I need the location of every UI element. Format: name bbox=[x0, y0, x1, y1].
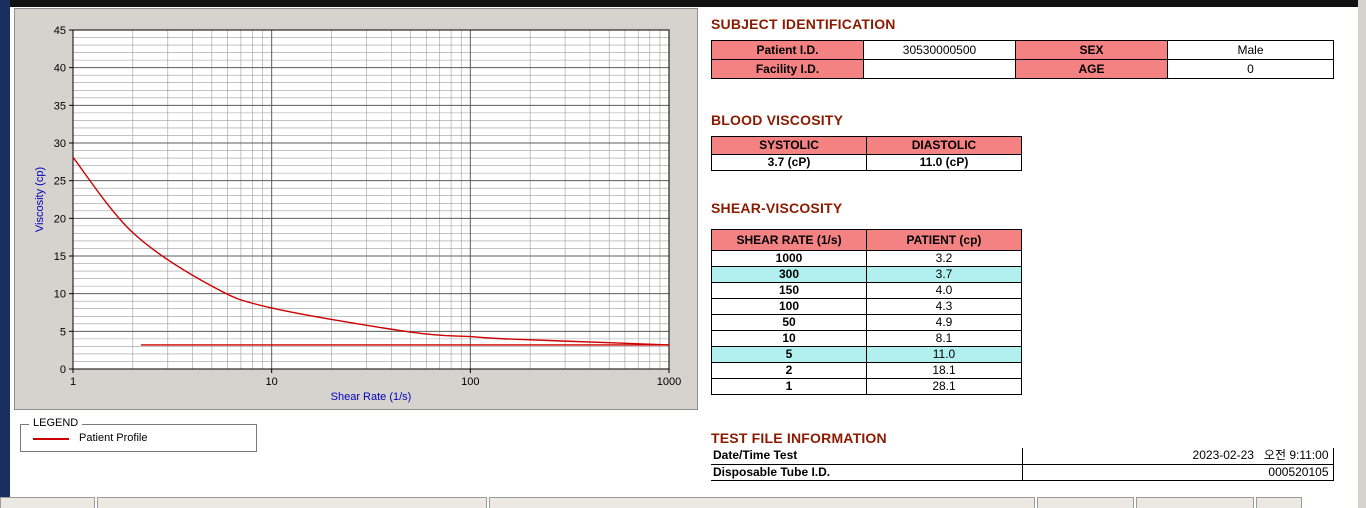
bottom-partial-button-2[interactable] bbox=[97, 497, 487, 508]
svg-text:5: 5 bbox=[60, 326, 66, 338]
svg-text:25: 25 bbox=[54, 176, 66, 188]
svg-text:35: 35 bbox=[54, 100, 66, 112]
table-row: Date/Time Test 2023-02-23 오전 9:11:00 bbox=[711, 448, 1334, 465]
patient-cp-cell: 4.9 bbox=[866, 314, 1022, 331]
shear-rate-cell: 10 bbox=[711, 330, 867, 347]
blood-viscosity-table: SYSTOLIC DIASTOLIC 3.7 (cP) 11.0 (cP) bbox=[711, 136, 1022, 171]
shear-rate-cell: 100 bbox=[711, 298, 867, 315]
patient-cp-cell: 8.1 bbox=[866, 330, 1022, 347]
patient-cp-cell: 11.0 bbox=[866, 346, 1022, 363]
sex-label: SEX bbox=[1015, 40, 1168, 60]
legend-entry-label: Patient Profile bbox=[79, 432, 148, 444]
shear-rate-header: SHEAR RATE (1/s) bbox=[711, 229, 867, 251]
table-row: 1 28.1 bbox=[711, 378, 1022, 395]
viscosity-chart-panel: 0 5 10 15 20 25 30 35 40 45 1 10 100 1000 Shear Rate (… bbox=[14, 8, 698, 410]
patient-cp-cell: 4.0 bbox=[866, 282, 1022, 299]
table-row: 300 3.7 bbox=[711, 266, 1022, 283]
age-label: AGE bbox=[1015, 59, 1168, 79]
table-row: 50 4.9 bbox=[711, 314, 1022, 331]
table-row: SYSTOLIC DIASTOLIC bbox=[711, 136, 1022, 155]
patient-cp-cell: 4.3 bbox=[866, 298, 1022, 315]
patient-cp-cell: 3.2 bbox=[866, 250, 1022, 267]
svg-text:20: 20 bbox=[54, 213, 66, 225]
blood-viscosity-heading: BLOOD VISCOSITY bbox=[711, 112, 844, 128]
shear-rate-cell: 2 bbox=[711, 362, 867, 379]
systolic-header: SYSTOLIC bbox=[711, 136, 867, 155]
diastolic-value: 11.0 (cP) bbox=[866, 154, 1022, 171]
table-row: 10 8.1 bbox=[711, 330, 1022, 347]
shear-rate-cell: 50 bbox=[711, 314, 867, 331]
viscosity-chart: 0 5 10 15 20 25 30 35 40 45 1 10 100 1000 Shear Rate (… bbox=[34, 25, 681, 403]
shear-viscosity-table: SHEAR RATE (1/s) PATIENT (cp) 1000 3.2 3… bbox=[711, 229, 1022, 395]
legend-line-sample bbox=[33, 438, 69, 440]
svg-text:45: 45 bbox=[54, 25, 66, 37]
systolic-value: 3.7 (cP) bbox=[711, 154, 867, 171]
facility-id-label: Facility I.D. bbox=[711, 59, 864, 79]
facility-id-value bbox=[863, 59, 1016, 79]
svg-text:10: 10 bbox=[266, 376, 278, 388]
age-value: 0 bbox=[1167, 59, 1334, 79]
table-row: 100 4.3 bbox=[711, 298, 1022, 315]
window-right-edge bbox=[1358, 0, 1366, 508]
svg-text:15: 15 bbox=[54, 251, 66, 263]
window-left-edge bbox=[0, 0, 10, 497]
patient-cp-cell: 28.1 bbox=[866, 378, 1022, 395]
svg-text:1: 1 bbox=[70, 376, 76, 388]
patient-cp-cell: 3.7 bbox=[866, 266, 1022, 283]
bottom-partial-button-4[interactable] bbox=[1037, 497, 1134, 508]
bottom-partial-button-6[interactable] bbox=[1256, 497, 1302, 508]
test-file-information-heading: TEST FILE INFORMATION bbox=[711, 430, 887, 446]
bottom-partial-button-1[interactable] bbox=[0, 497, 95, 508]
date-time-test-label: Date/Time Test bbox=[711, 448, 1022, 465]
table-row: 1000 3.2 bbox=[711, 250, 1022, 267]
test-file-information-table: Date/Time Test 2023-02-23 오전 9:11:00 Dis… bbox=[711, 448, 1334, 481]
svg-text:100: 100 bbox=[461, 376, 479, 388]
legend-title: LEGEND bbox=[29, 417, 83, 429]
svg-text:10: 10 bbox=[54, 289, 66, 301]
table-row: Facility I.D. AGE 0 bbox=[711, 59, 1334, 79]
table-row: 2 18.1 bbox=[711, 362, 1022, 379]
svg-text:40: 40 bbox=[54, 63, 66, 75]
chart-legend-box: LEGEND Patient Profile bbox=[20, 417, 257, 452]
shear-rate-cell: 5 bbox=[711, 346, 867, 363]
patient-id-label: Patient I.D. bbox=[711, 40, 864, 60]
shear-rate-cell: 1000 bbox=[711, 250, 867, 267]
svg-text:0: 0 bbox=[60, 364, 66, 376]
svg-text:30: 30 bbox=[54, 138, 66, 150]
bottom-partial-button-3[interactable] bbox=[489, 497, 1035, 508]
date-time-test-value: 2023-02-23 오전 9:11:00 bbox=[1021, 448, 1334, 465]
table-row: Patient I.D. 30530000500 SEX Male bbox=[711, 40, 1334, 60]
subject-identification-table: Patient I.D. 30530000500 SEX Male Facili… bbox=[711, 40, 1334, 79]
window-top-edge bbox=[8, 0, 1358, 7]
patient-cp-header: PATIENT (cp) bbox=[866, 229, 1022, 251]
table-row: 5 11.0 bbox=[711, 346, 1022, 363]
shear-rate-cell: 300 bbox=[711, 266, 867, 283]
shear-viscosity-heading: SHEAR-VISCOSITY bbox=[711, 200, 843, 216]
bottom-partial-button-5[interactable] bbox=[1136, 497, 1254, 508]
table-row: 3.7 (cP) 11.0 (cP) bbox=[711, 154, 1022, 171]
disposable-tube-id-label: Disposable Tube I.D. bbox=[711, 464, 1022, 481]
patient-cp-cell: 18.1 bbox=[866, 362, 1022, 379]
subject-identification-heading: SUBJECT IDENTIFICATION bbox=[711, 16, 896, 32]
disposable-tube-id-value: 000520105 bbox=[1021, 464, 1334, 481]
shear-rate-cell: 1 bbox=[711, 378, 867, 395]
table-row: 150 4.0 bbox=[711, 282, 1022, 299]
svg-text:1000: 1000 bbox=[657, 376, 681, 388]
diastolic-header: DIASTOLIC bbox=[866, 136, 1022, 155]
sex-value: Male bbox=[1167, 40, 1334, 60]
table-header-row: SHEAR RATE (1/s) PATIENT (cp) bbox=[711, 229, 1022, 251]
table-row: Disposable Tube I.D. 000520105 bbox=[711, 464, 1334, 481]
shear-rate-cell: 150 bbox=[711, 282, 867, 299]
svg-text:Viscosity (cp): Viscosity (cp) bbox=[34, 167, 46, 232]
patient-id-value: 30530000500 bbox=[863, 40, 1016, 60]
svg-text:Shear Rate (1/s): Shear Rate (1/s) bbox=[331, 391, 412, 403]
